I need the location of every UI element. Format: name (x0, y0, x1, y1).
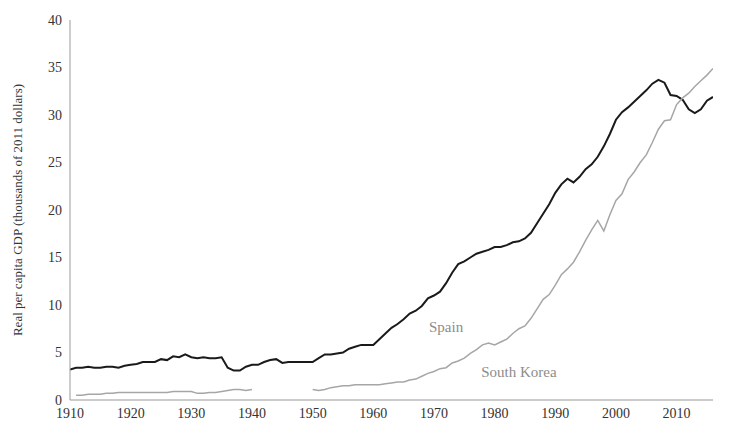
svg-text:15: 15 (48, 250, 62, 265)
svg-text:1930: 1930 (177, 406, 205, 421)
svg-text:1940: 1940 (238, 406, 266, 421)
svg-text:5: 5 (55, 345, 62, 360)
svg-text:0: 0 (55, 393, 62, 408)
svg-text:40: 40 (48, 13, 62, 28)
svg-text:25: 25 (48, 155, 62, 170)
svg-text:Spain: Spain (429, 319, 464, 335)
svg-text:1990: 1990 (541, 406, 569, 421)
svg-text:2010: 2010 (663, 406, 691, 421)
svg-text:1960: 1960 (359, 406, 387, 421)
svg-text:1980: 1980 (481, 406, 509, 421)
svg-text:30: 30 (48, 108, 62, 123)
svg-text:35: 35 (48, 60, 62, 75)
svg-text:1920: 1920 (117, 406, 145, 421)
svg-text:1950: 1950 (299, 406, 327, 421)
svg-text:1910: 1910 (56, 406, 84, 421)
svg-text:1970: 1970 (420, 406, 448, 421)
svg-text:2000: 2000 (602, 406, 630, 421)
svg-text:Real per capita GDP (thousands: Real per capita GDP (thousands of 2011 d… (10, 84, 25, 336)
svg-text:20: 20 (48, 203, 62, 218)
svg-text:South Korea: South Korea (481, 364, 557, 380)
svg-text:10: 10 (48, 298, 62, 313)
